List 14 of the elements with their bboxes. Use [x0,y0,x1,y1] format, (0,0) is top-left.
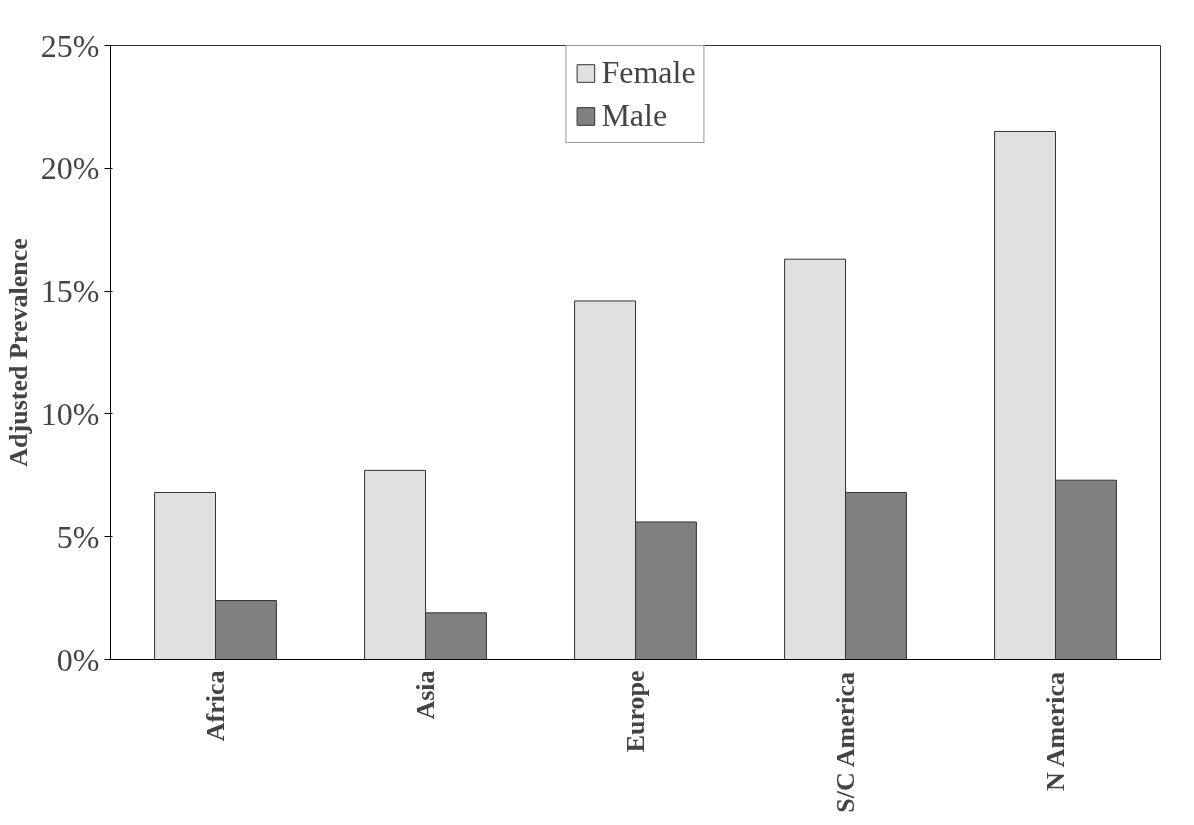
y-axis-title: Adjusted Prevalence [3,238,33,467]
y-tick-label: 20% [40,150,100,187]
x-tick-label: Africa [201,670,230,742]
x-tick-label: Asia [411,670,440,720]
x-tick-label: N America [1041,671,1070,792]
y-tick-label: 10% [40,395,100,432]
y-tick-label: 25% [40,27,100,64]
x-tick-label: Europe [621,670,650,753]
legend-label: Male [601,97,668,134]
y-tick-label: 0% [56,641,100,678]
y-tick-label: 5% [56,518,100,555]
y-tick-label: 15% [40,273,100,310]
x-tick-label: S/C America [831,671,860,813]
legend-label: Female [601,54,696,91]
